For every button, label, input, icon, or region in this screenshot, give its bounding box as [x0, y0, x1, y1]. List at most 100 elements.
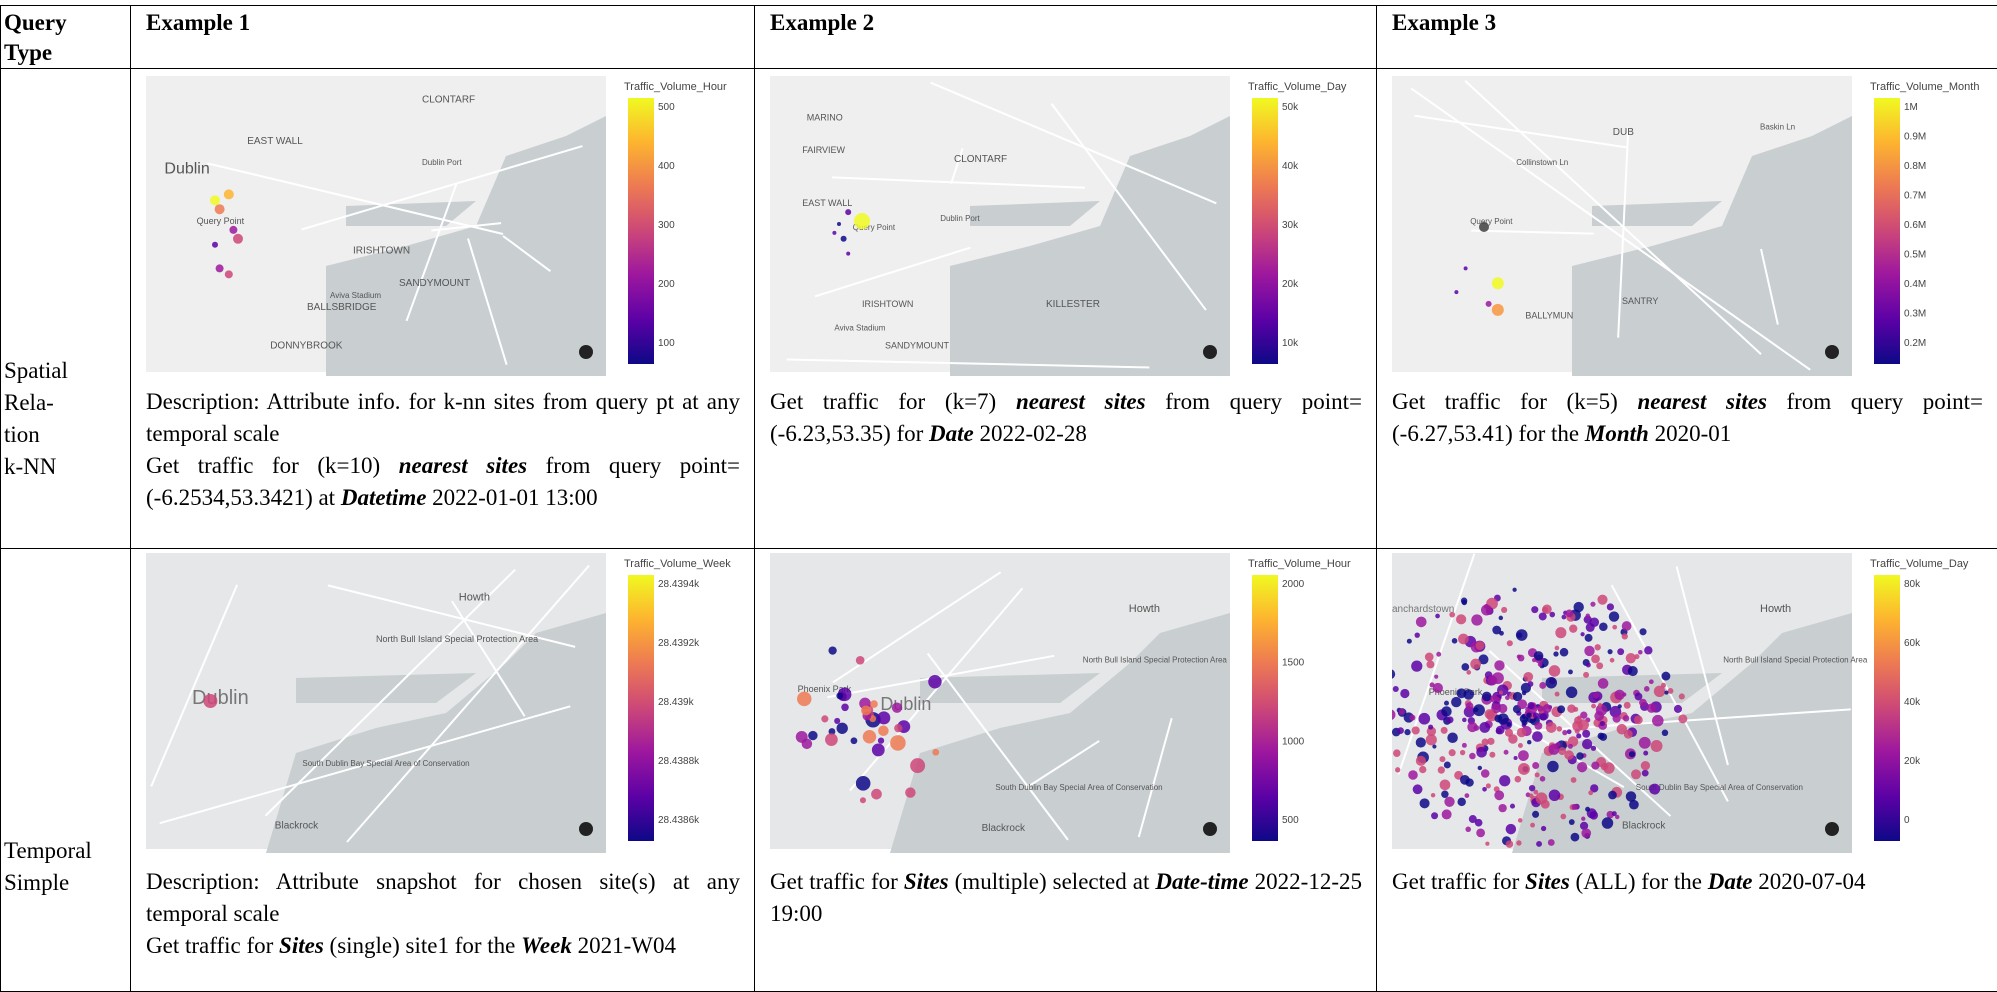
map-site [1580, 712, 1587, 719]
map-site [1465, 793, 1470, 798]
map-site [1514, 756, 1518, 760]
emphasis: Sites [1525, 869, 1570, 894]
map-label: Aviva Stadium [834, 324, 885, 333]
map-site [1441, 706, 1451, 716]
header-cell: Query Type [0, 5, 98, 71]
map-site [834, 718, 840, 724]
map-site [1436, 652, 1441, 657]
map-site [1498, 804, 1506, 812]
colorbar-tick-label: 28.4388k [658, 756, 700, 767]
map-site [1664, 691, 1668, 695]
colorbar-tick-label: 500 [1282, 815, 1299, 826]
map-site [845, 209, 851, 215]
map-site [1668, 688, 1674, 694]
map-label: South Dublin Bay Special Area of Conserv… [302, 759, 469, 768]
map-label: Dublin [192, 687, 249, 709]
map-site [1407, 639, 1412, 644]
map-site [1644, 686, 1650, 692]
map-site [1567, 729, 1572, 734]
map-site [854, 213, 870, 229]
map-site [1461, 598, 1467, 604]
map-site [1576, 752, 1583, 759]
map-site [1583, 672, 1589, 678]
map-site [1679, 693, 1685, 699]
map-site [1549, 789, 1561, 801]
colorbar-tick-label: 1M [1904, 102, 1918, 113]
colorbar [1252, 575, 1278, 841]
map-site [1555, 646, 1560, 651]
map-site [851, 737, 858, 744]
map-site [1527, 702, 1534, 709]
map-site [1622, 633, 1628, 639]
map-site [1537, 705, 1543, 711]
map-site [1640, 628, 1647, 635]
map-site [1586, 623, 1595, 632]
map-site [1546, 722, 1557, 733]
emphasis: Date [1708, 869, 1753, 894]
map-site [1496, 728, 1502, 734]
map-site [229, 226, 237, 234]
map-site [1447, 716, 1454, 723]
map-site [1506, 824, 1516, 834]
map-site [1497, 685, 1508, 696]
map-site [1486, 301, 1492, 307]
map-label: Query Point [197, 216, 245, 226]
description-paragraph: Get traffic for Sites (single) site1 for… [146, 930, 740, 962]
map-site [1508, 734, 1517, 743]
map-site [1487, 738, 1494, 745]
map-site [836, 692, 843, 699]
map-site [1398, 708, 1404, 714]
map-site [1608, 791, 1617, 800]
map-site [1562, 615, 1567, 620]
map-site [932, 749, 939, 756]
map-site [1458, 634, 1469, 645]
map-site [1466, 670, 1471, 675]
map-site [1515, 776, 1522, 783]
map-site [1595, 644, 1601, 650]
map-site [1416, 737, 1426, 747]
map-site [1558, 747, 1566, 755]
map-site [1440, 779, 1451, 790]
colorbar-tick-label: 10k [1282, 338, 1299, 349]
map-site [1608, 649, 1613, 654]
page: Query TypeExample 1Example 2Example 3Spa… [0, 0, 1997, 991]
map-site [1661, 683, 1666, 688]
text: Description: Attribute info. for k-nn si… [146, 389, 740, 446]
map-site [1567, 704, 1576, 713]
text: 2020-07-04 [1752, 869, 1865, 894]
map-site [203, 694, 217, 708]
map-site [1526, 712, 1531, 717]
colorbar-tick-label: 0.5M [1904, 250, 1926, 261]
map-site [210, 195, 220, 205]
map-site [1580, 632, 1584, 636]
emphasis: Month [1585, 421, 1649, 446]
colorbar-tick-label: 50k [1282, 102, 1299, 113]
map-site [1499, 616, 1503, 620]
map-site [1492, 277, 1504, 289]
map-site [1597, 595, 1607, 605]
map-site [1492, 626, 1501, 635]
text: Get traffic for (k=5) [1392, 389, 1637, 414]
map-site [1639, 737, 1651, 749]
map-site [1532, 811, 1539, 818]
map-site [841, 704, 849, 712]
emphasis: nearest sites [1016, 389, 1146, 414]
map-site [1476, 641, 1485, 650]
map-site [1662, 730, 1668, 736]
map-site [1449, 749, 1456, 756]
map-site [1487, 675, 1497, 685]
map-site [928, 675, 941, 688]
colorbar-tick-label: 28.4386k [658, 815, 700, 826]
text: Get traffic for (k=10) [146, 453, 399, 478]
map-site [1547, 761, 1558, 772]
map-site [1451, 697, 1461, 707]
map-site [1615, 815, 1619, 819]
map-site [1393, 686, 1399, 692]
map-site [1499, 691, 1503, 695]
description: Description: Attribute info. for k-nn si… [146, 386, 740, 514]
map-site [1539, 612, 1547, 620]
map-site [1419, 766, 1426, 773]
map-site [1555, 692, 1560, 697]
